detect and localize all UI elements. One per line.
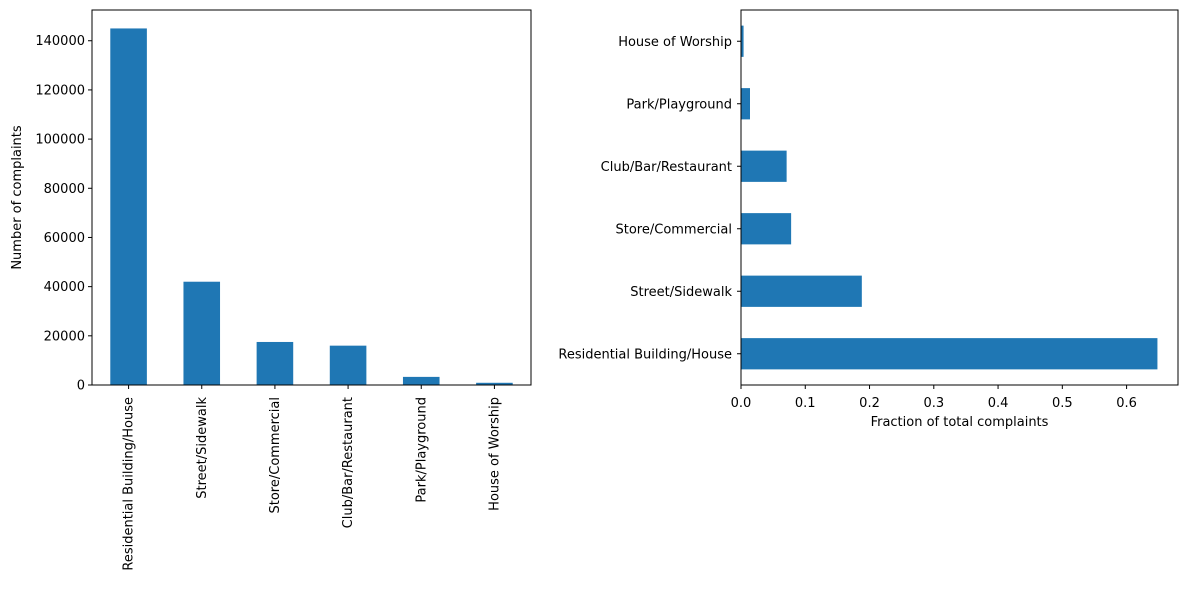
bar [256, 341, 294, 385]
y-axis-title: Number of complaints [10, 125, 25, 270]
bar [741, 275, 862, 307]
bar [329, 345, 367, 385]
bar [183, 281, 221, 385]
y-tick-label: House of Worship [618, 35, 732, 50]
bar [476, 382, 513, 385]
y-tick-label: 100000 [35, 133, 85, 148]
bar [402, 376, 440, 385]
x-tick-label: 0.3 [923, 396, 944, 411]
bar [741, 25, 744, 57]
y-tick-label: Club/Bar/Restaurant [601, 160, 732, 175]
y-tick-label: Park/Playground [626, 97, 732, 112]
bar [110, 28, 147, 385]
x-tick-label: 0.4 [988, 396, 1009, 411]
x-tick-label: Club/Bar/Restaurant [341, 397, 356, 528]
x-tick-label: 0.0 [731, 396, 752, 411]
left-bar-chart: Residential Building/House Street/Sidewal… [10, 9, 532, 571]
y-tick-label: 20000 [44, 329, 85, 344]
x-tick-label: Park/Playground [414, 397, 429, 503]
y-tick-label: Street/Sidewalk [630, 285, 732, 300]
x-tick-label: Residential Building/House [122, 397, 137, 571]
right-bar-chart: Residential Building/House Street/Sidewal… [558, 9, 1179, 430]
bar [741, 338, 1158, 370]
y-tick-label: 80000 [44, 182, 85, 197]
y-tick-label: 120000 [35, 83, 85, 98]
x-tick-label: House of Worship [487, 397, 502, 511]
y-tick-label: Residential Building/House [558, 347, 732, 362]
x-tick-label: Street/Sidewalk [195, 397, 210, 499]
y-tick-label: 60000 [44, 231, 85, 246]
x-tick-label: 0.1 [795, 396, 816, 411]
x-tick-label: Store/Commercial [268, 397, 283, 514]
bar [741, 88, 750, 120]
x-tick-label: 0.6 [1116, 396, 1137, 411]
y-tick-label: 40000 [44, 280, 85, 295]
x-axis-title: Fraction of total complaints [871, 415, 1049, 430]
bar [741, 213, 792, 245]
y-tick-label: 140000 [35, 34, 85, 49]
axes-frame [740, 9, 1179, 386]
x-tick-label: 0.2 [859, 396, 880, 411]
x-tick-label: 0.5 [1052, 396, 1073, 411]
y-tick-label: 0 [77, 379, 85, 394]
bar [741, 150, 787, 182]
axes-frame [91, 9, 532, 386]
y-tick-label: Store/Commercial [616, 222, 733, 237]
